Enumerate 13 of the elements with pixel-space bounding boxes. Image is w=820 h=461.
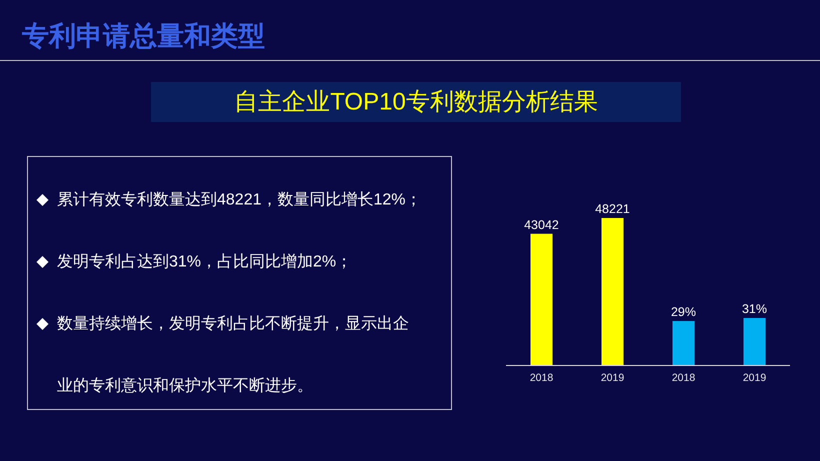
x-tick-label: 2019 (742, 372, 766, 384)
text: 累计有效专利数量达到48221，数量同比增长12%； (57, 190, 422, 208)
x-tick-label: 2018 (530, 372, 554, 384)
chart-subtitle: 自主企业TOP10专利数据分析结果 (234, 88, 598, 116)
data-label: 43042 (524, 218, 559, 232)
x-tick-label: 2019 (600, 372, 624, 384)
data-label: 29% (670, 305, 696, 320)
text: 数量持续增长，发明专利占比不断提升，显示出企业的专利意识和保护水平不断进步。 (57, 316, 409, 394)
text: 专利申请总量和类型 (21, 21, 265, 51)
text: 发明专利占达到31%，占比同比增加2%； (57, 252, 352, 270)
data-label: 48221 (595, 202, 630, 216)
data-label: 31% (742, 302, 768, 316)
x-tick-label: 2018 (672, 372, 696, 384)
